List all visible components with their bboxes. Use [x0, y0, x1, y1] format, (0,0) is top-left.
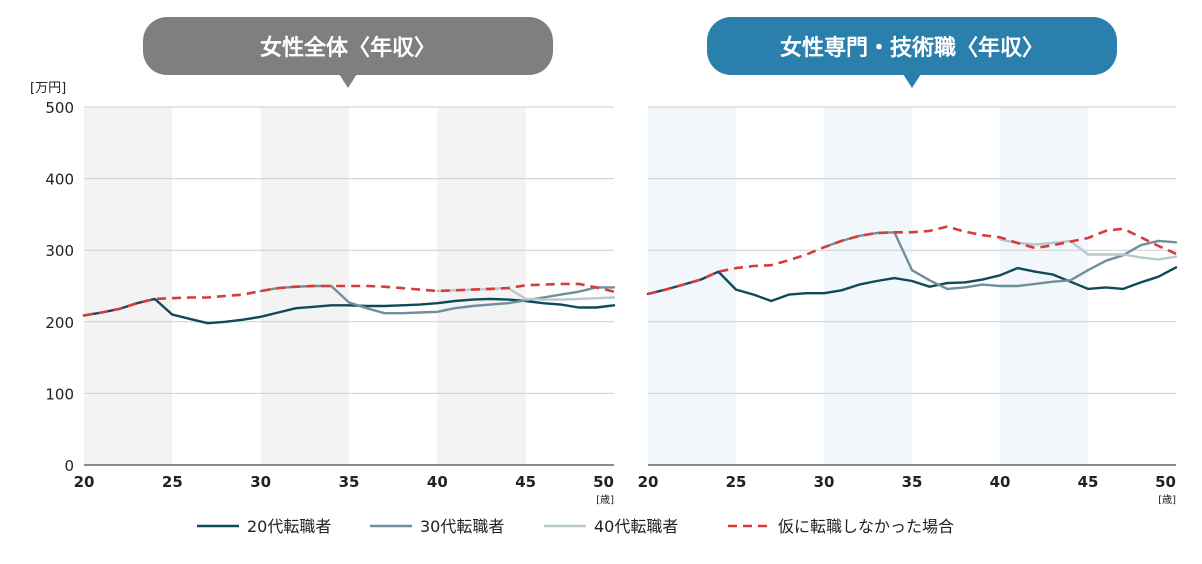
- title-bubble: [143, 17, 553, 75]
- x-tick-label: 40: [990, 473, 1011, 491]
- x-tick-label: 40: [427, 473, 448, 491]
- y-axis-unit-label: [万円]: [30, 81, 66, 96]
- x-tick-label: 35: [902, 473, 923, 491]
- legend-label: 20代転職者: [247, 517, 331, 536]
- y-tick-label: 100: [45, 385, 74, 403]
- series-line-40s: [998, 238, 1178, 261]
- shaded-band: [824, 107, 912, 465]
- title-bubble: [707, 17, 1117, 75]
- y-tick-label: 500: [45, 99, 74, 117]
- x-tick-label: 30: [250, 473, 271, 491]
- series-line-30s: [259, 284, 616, 315]
- legend: 20代転職者 30代転職者 40代転職者 仮に転職しなかった場合: [197, 517, 954, 536]
- shaded-band: [437, 107, 526, 465]
- title-bubble-pointer: [339, 74, 357, 88]
- x-tick-label: 45: [1078, 473, 1099, 491]
- chart-panel-1: 0 100 200 300 400 500 [万円] 20 25 30 35 40 45 50 [歳] 女性全…: [30, 17, 616, 506]
- y-tick-label: 200: [45, 314, 74, 332]
- series-line-40s: [436, 286, 616, 301]
- legend-item-30s: 30代転職者: [370, 517, 504, 536]
- y-tick-label: 400: [45, 171, 74, 189]
- shaded-band: [84, 107, 173, 465]
- y-tick-label: 300: [45, 242, 74, 260]
- x-axis-unit-label: [歳]: [596, 494, 614, 506]
- legend-item-40s: 40代転職者: [544, 517, 678, 536]
- x-tick-label: 35: [339, 473, 360, 491]
- x-tick-label: 50: [593, 473, 614, 491]
- x-tick-label: 25: [726, 473, 747, 491]
- series-line-20s: [646, 266, 1178, 303]
- legend-label: 40代転職者: [594, 517, 678, 536]
- legend-item-20s: 20代転職者: [197, 517, 331, 536]
- x-tick-label: 50: [1155, 473, 1176, 491]
- x-tick-label: 20: [74, 473, 95, 491]
- x-tick-label: 45: [515, 473, 536, 491]
- series-line-no-change: [83, 282, 615, 317]
- x-tick-label: 20: [638, 473, 659, 491]
- chart-title: 女性専門・技術職〈年収〉: [780, 35, 1044, 61]
- x-tick-label: 30: [814, 473, 835, 491]
- chart-panel-2: 20 25 30 35 40 45 50 [歳] 女性専門・技術職〈年収〉: [638, 17, 1178, 506]
- shaded-band: [648, 107, 736, 465]
- series-line-no-change: [647, 225, 1177, 296]
- x-axis-unit-label: [歳]: [1158, 494, 1176, 506]
- title-bubble-pointer: [903, 74, 921, 88]
- legend-label: 30代転職者: [420, 517, 504, 536]
- legend-label: 仮に転職しなかった場合: [778, 517, 954, 536]
- y-tick-label: 0: [64, 457, 74, 475]
- legend-item-no-change: 仮に転職しなかった場合: [728, 517, 954, 536]
- x-tick-label: 25: [162, 473, 183, 491]
- chart-title: 女性全体〈年収〉: [260, 35, 436, 61]
